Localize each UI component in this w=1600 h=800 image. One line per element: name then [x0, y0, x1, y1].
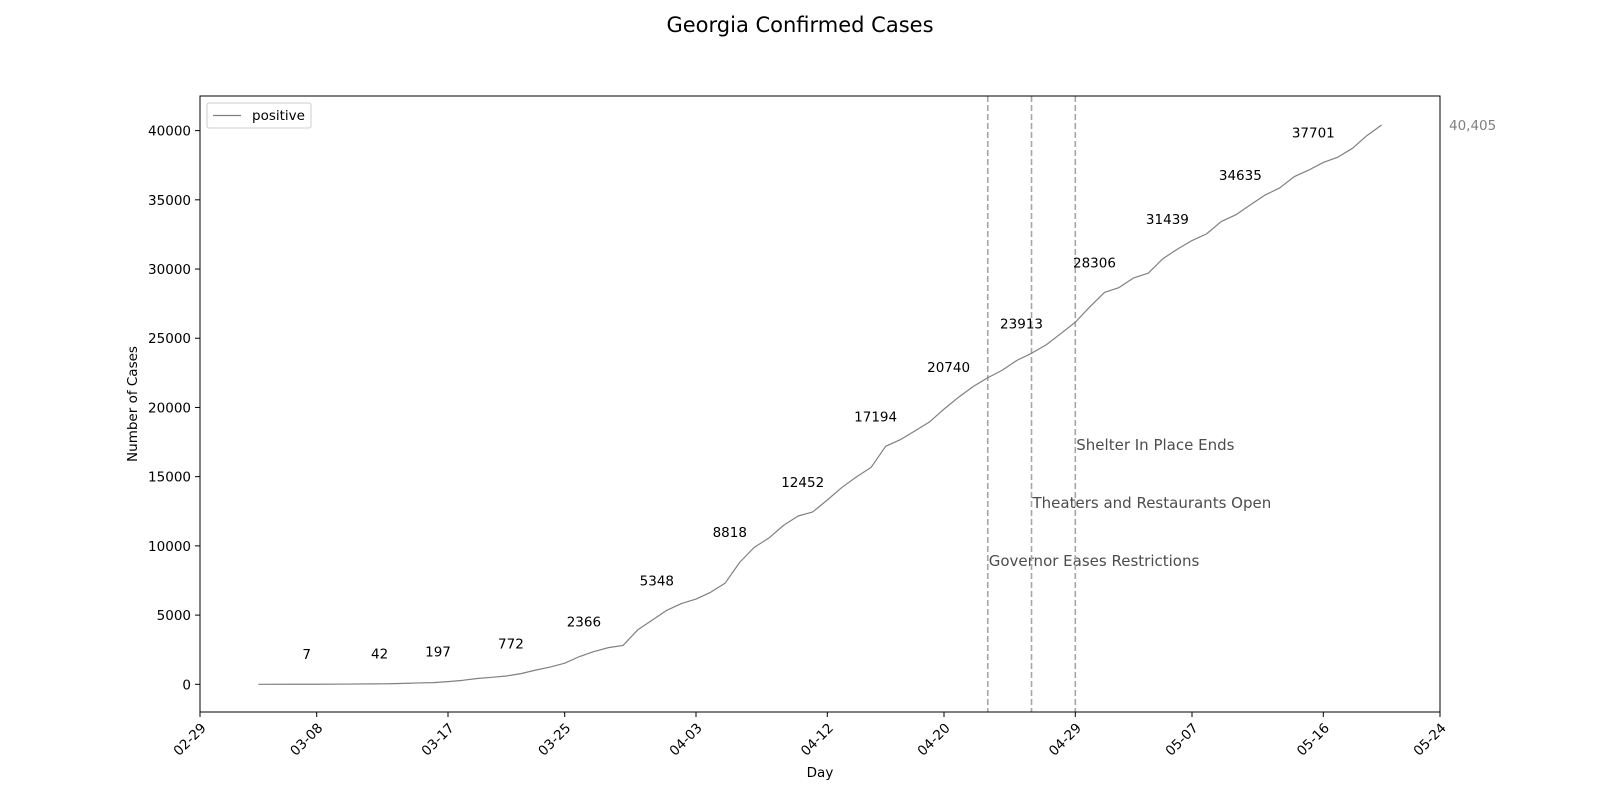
x-axis: 02-29 03-08 03-17 03-25 04-03 04-12 04-20 04-29…: [171, 712, 1450, 759]
y-tick-label: 20000: [148, 400, 191, 416]
x-tick-label: 04-29: [1046, 720, 1085, 759]
data-label: 7: [302, 647, 311, 663]
x-tick-label: 03-17: [419, 720, 458, 759]
x-tick-label: 05-07: [1163, 720, 1202, 759]
x-tick-label: 04-03: [667, 720, 706, 759]
data-label: 197: [425, 645, 451, 661]
x-tick-label: 03-25: [535, 720, 574, 759]
y-tick-label: 10000: [148, 539, 191, 555]
data-label: 5348: [640, 573, 674, 589]
y-axis-label: Number of Cases: [125, 346, 141, 462]
event-label: Theaters and Restaurants Open: [1032, 494, 1272, 512]
data-label: 772: [498, 637, 524, 653]
x-tick-label: 04-12: [798, 720, 837, 759]
x-axis-label: Day: [807, 765, 834, 781]
plot-frame: [199, 95, 1441, 713]
chart-title: Georgia Confirmed Cases: [666, 13, 933, 37]
data-label: 34635: [1219, 168, 1262, 184]
y-axis: 0 5000 10000 15000 20000 25000 30000 35000 40000: [148, 124, 200, 693]
data-label: 42: [371, 647, 388, 663]
y-tick-label: 0: [182, 677, 191, 693]
x-tick-label: 03-08: [287, 720, 326, 759]
y-tick-label: 30000: [148, 262, 191, 278]
data-label: 20740: [927, 360, 970, 376]
data-label: 8818: [713, 525, 747, 541]
data-label: 37701: [1292, 125, 1335, 141]
event-label: Shelter In Place Ends: [1076, 436, 1234, 454]
data-label: 31439: [1146, 212, 1189, 228]
data-label: 2366: [567, 615, 601, 631]
legend: positive: [206, 102, 312, 129]
legend-box: [206, 102, 312, 129]
y-tick-label: 15000: [148, 470, 191, 486]
event-markers: Governor Eases Restrictions Theaters and …: [986, 96, 1272, 712]
data-label: 12452: [781, 475, 824, 491]
event-label: Governor Eases Restrictions: [989, 552, 1200, 570]
legend-label: positive: [252, 108, 305, 124]
x-tick-label: 05-24: [1411, 720, 1450, 759]
x-tick-label: 04-20: [915, 720, 954, 759]
x-tick-label: 05-16: [1294, 720, 1333, 759]
x-tick-label: 02-29: [171, 720, 210, 759]
series-line-positive: [258, 124, 1383, 685]
data-label: 17194: [854, 409, 897, 425]
end-value-label: 40,405: [1449, 118, 1496, 134]
y-tick-label: 40000: [148, 124, 191, 140]
data-label: 28306: [1073, 255, 1116, 271]
data-labels: 7 42 197 772 2366 5348 8818 12452 17194 20740 2391…: [302, 118, 1496, 663]
y-tick-label: 25000: [148, 331, 191, 347]
y-tick-label: 35000: [148, 193, 191, 209]
y-tick-label: 5000: [157, 608, 191, 624]
data-label: 23913: [1000, 316, 1043, 332]
series-layer: [258, 124, 1383, 685]
